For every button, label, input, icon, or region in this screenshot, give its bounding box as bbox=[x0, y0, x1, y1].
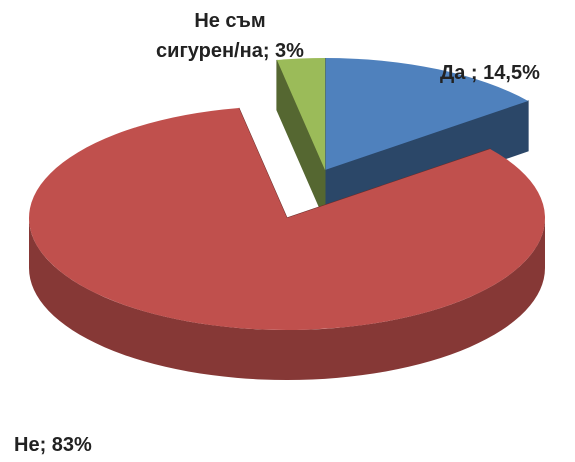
data-label: Да ; 14,5% bbox=[440, 62, 540, 84]
slice bbox=[325, 58, 529, 170]
slice-wall bbox=[29, 218, 545, 380]
slice bbox=[28, 107, 545, 330]
data-label: Не; 83% bbox=[14, 434, 92, 456]
data-label: Не съм сигурен/на; 3% bbox=[156, 10, 304, 62]
slice bbox=[276, 58, 325, 170]
